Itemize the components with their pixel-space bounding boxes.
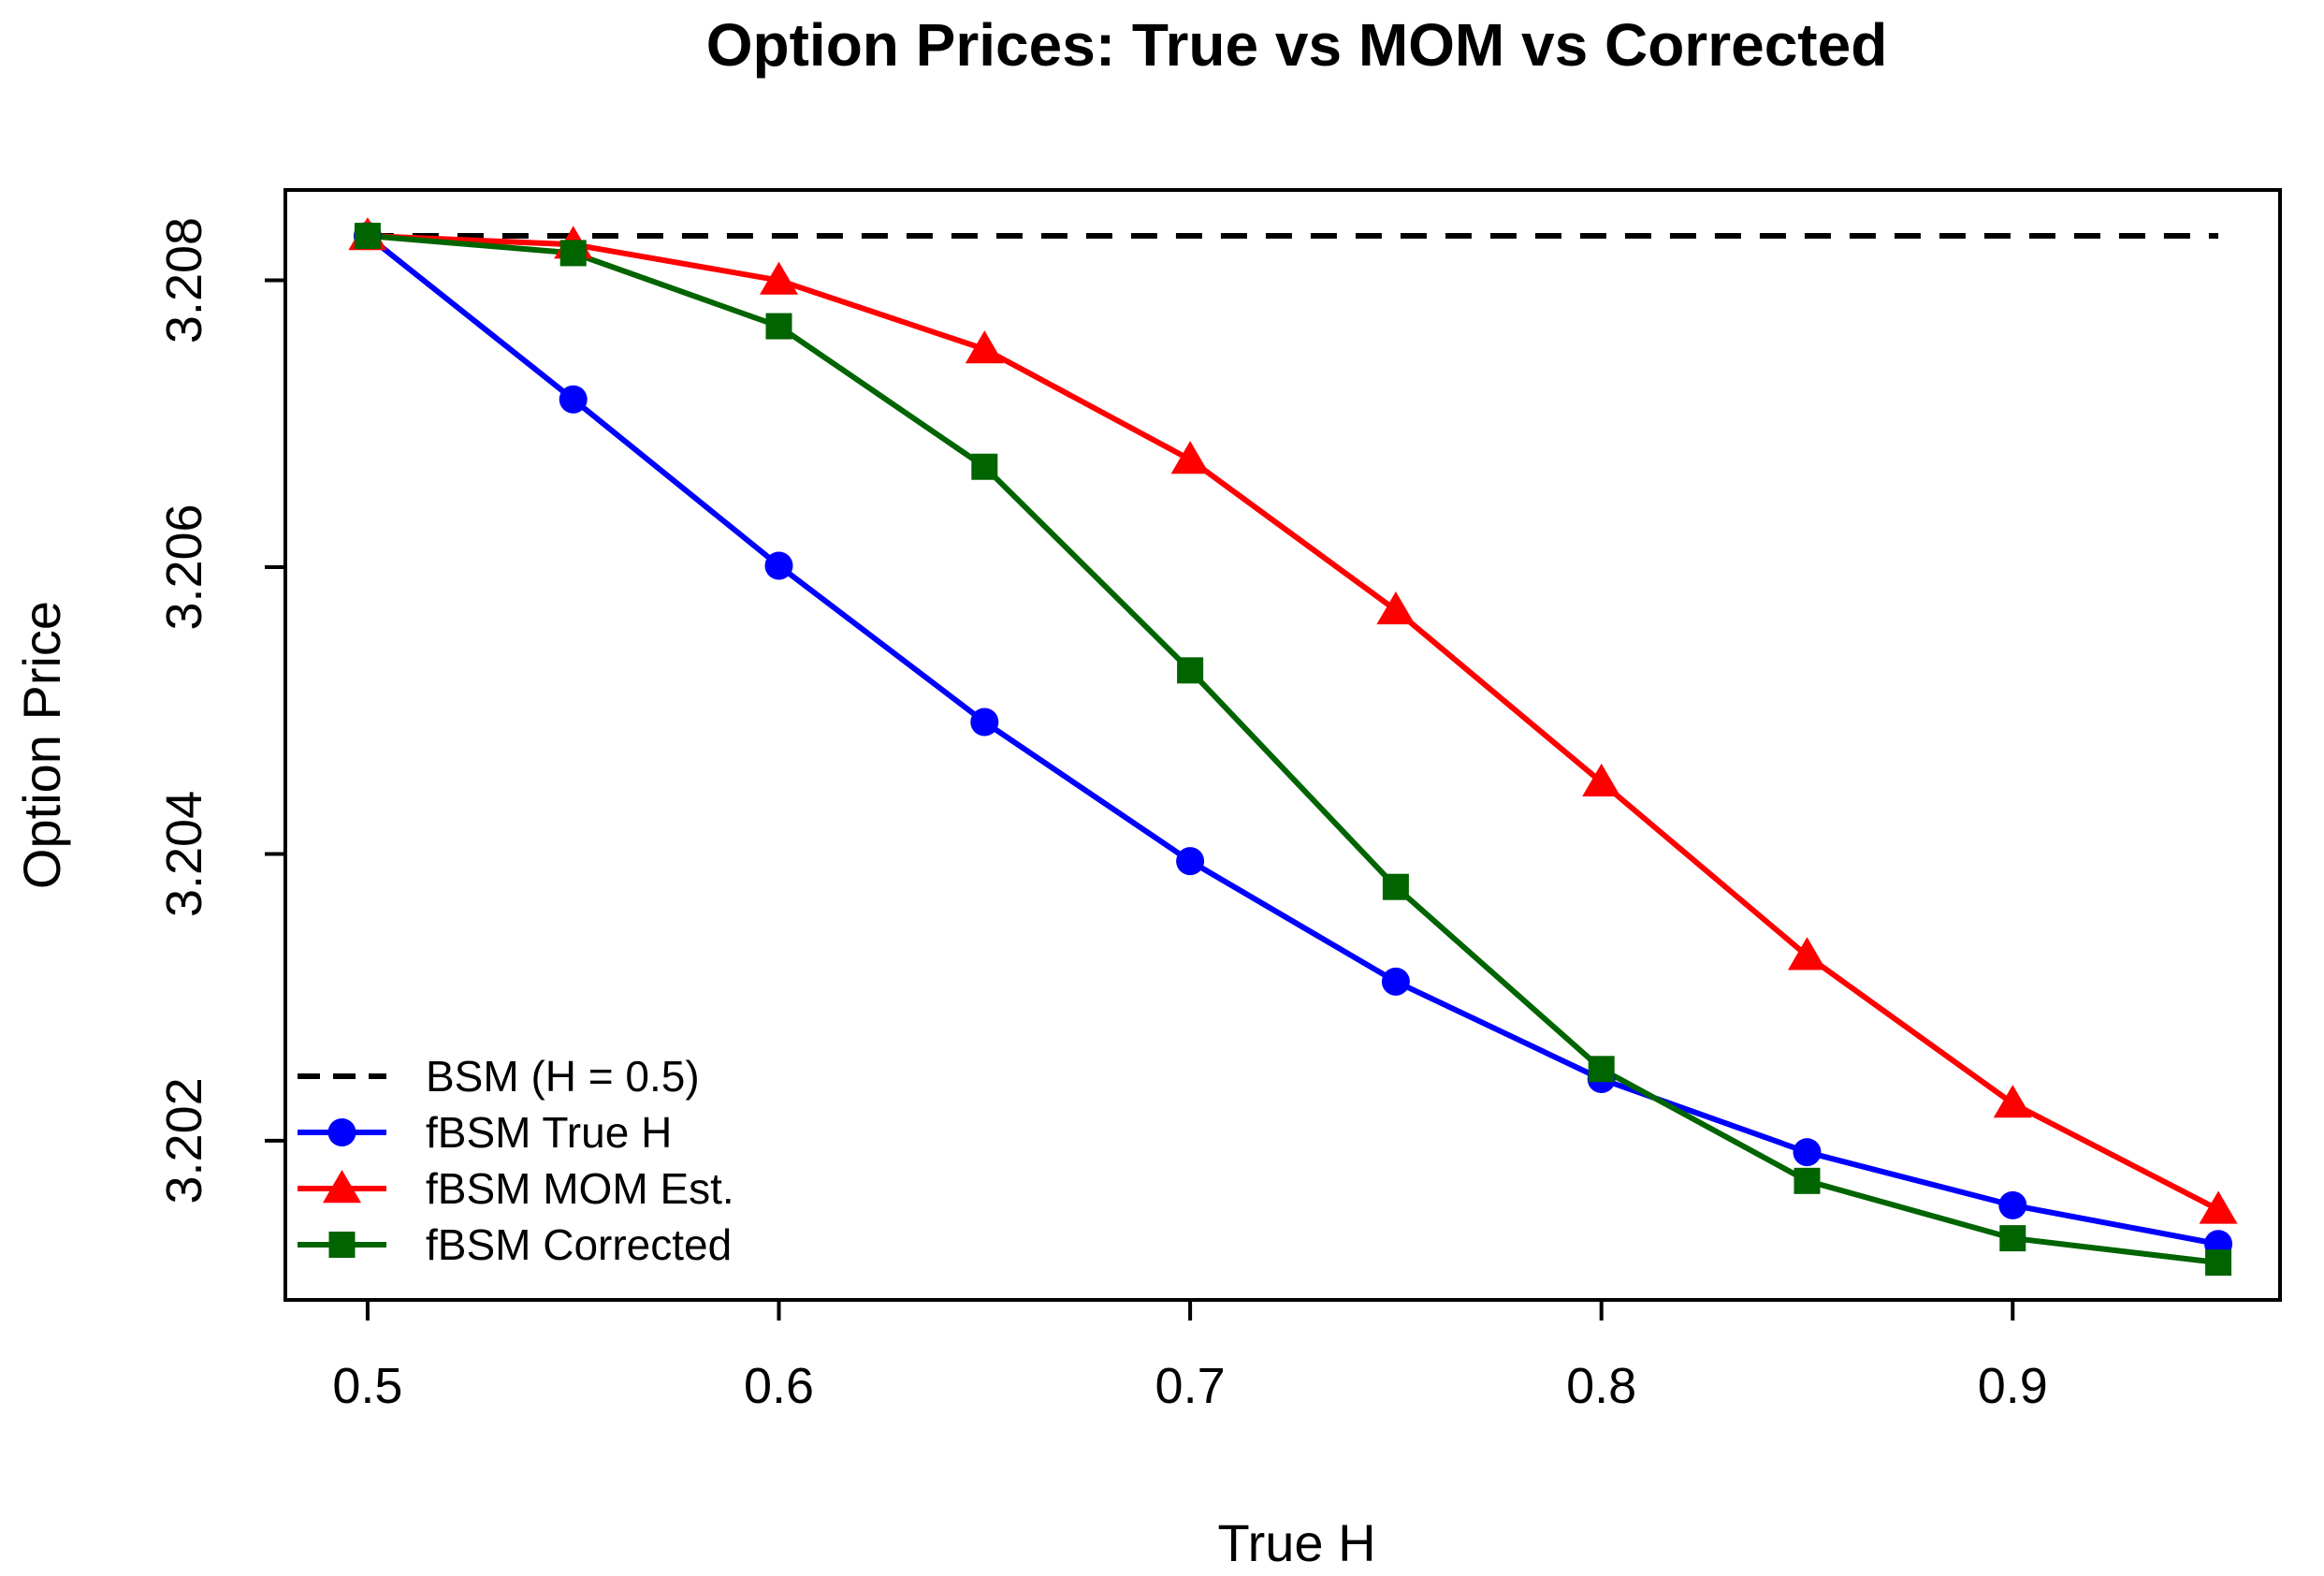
data-point-fbsm-mom-est	[1993, 1085, 2032, 1118]
y-tick-label: 3.206	[156, 503, 212, 630]
x-tick-label: 0.7	[1155, 1358, 1226, 1414]
data-point-fbsm-mom-est	[1376, 591, 1416, 625]
x-tick-label: 0.8	[1566, 1358, 1636, 1414]
data-point-fbsm-corrected	[971, 453, 998, 480]
y-tick-label: 3.208	[156, 217, 212, 343]
legend-marker-fbsm-corrected	[328, 1232, 356, 1258]
x-tick-label: 0.9	[1978, 1358, 2048, 1414]
chart-title: Option Prices: True vs MOM vs Corrected	[706, 11, 1888, 79]
data-point-fbsm-mom-est	[759, 261, 799, 295]
legend-label: fBSM Corrected	[426, 1220, 732, 1269]
legend-marker-fbsm-mom-est	[322, 1170, 362, 1204]
data-point-fbsm-mom-est	[965, 330, 1004, 364]
plot-frame	[283, 188, 2282, 1302]
data-point-fbsm-corrected	[354, 223, 381, 250]
data-point-fbsm-corrected	[559, 240, 587, 267]
data-point-fbsm-true-h	[1381, 967, 1410, 996]
y-tick-label: 3.202	[156, 1077, 212, 1204]
data-point-fbsm-mom-est	[1582, 763, 1621, 797]
series-line-fbsm-true-h	[366, 233, 2219, 1248]
series-markers	[348, 217, 2238, 1277]
data-point-fbsm-true-h	[764, 551, 793, 580]
data-point-fbsm-true-h	[1998, 1190, 2027, 1219]
data-point-fbsm-true-h	[970, 708, 999, 737]
y-axis-label: Option Price	[12, 601, 71, 889]
data-point-fbsm-corrected	[1177, 657, 1204, 684]
legend: BSM (H = 0.5) fBSM True H fBSM MOM Est. fBS…	[298, 1052, 734, 1269]
data-point-fbsm-true-h	[1793, 1138, 1822, 1167]
series-line-fbsm-corrected	[367, 233, 2219, 1266]
x-tick-label: 0.6	[744, 1358, 814, 1414]
data-point-fbsm-mom-est	[2199, 1190, 2238, 1224]
data-point-fbsm-mom-est	[1170, 441, 1210, 474]
x-axis-label: True H	[1217, 1513, 1375, 1572]
y-tick-label: 3.204	[156, 791, 212, 917]
series-lines	[366, 233, 2220, 1266]
data-point-fbsm-corrected	[2205, 1249, 2232, 1277]
data-point-fbsm-true-h	[1176, 847, 1205, 876]
data-point-fbsm-corrected	[1588, 1056, 1615, 1083]
legend-label: fBSM MOM Est.	[426, 1164, 734, 1213]
data-point-fbsm-corrected	[1999, 1225, 2026, 1252]
legend-label: BSM (H = 0.5)	[426, 1052, 700, 1101]
data-point-fbsm-true-h	[559, 385, 588, 414]
data-point-fbsm-mom-est	[1787, 937, 1826, 970]
legend-marker-fbsm-true-h	[327, 1118, 356, 1146]
data-point-fbsm-corrected	[1382, 873, 1409, 900]
legend-label: fBSM True H	[426, 1108, 672, 1157]
x-tick-label: 0.5	[332, 1358, 402, 1414]
series-line-fbsm-mom-est	[367, 233, 2220, 1213]
data-point-fbsm-corrected	[765, 313, 792, 340]
data-point-fbsm-corrected	[1794, 1167, 1821, 1194]
